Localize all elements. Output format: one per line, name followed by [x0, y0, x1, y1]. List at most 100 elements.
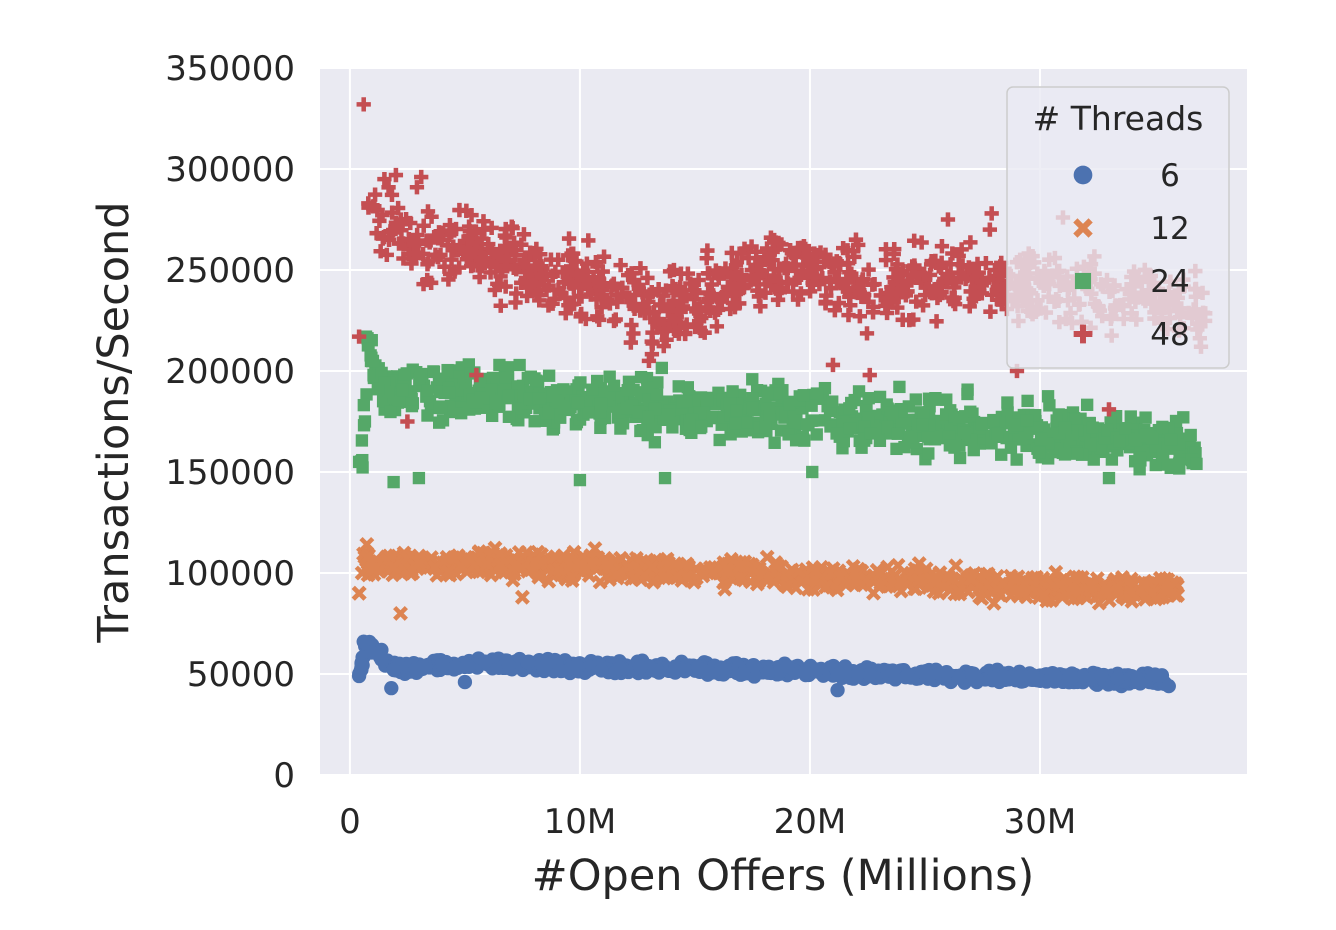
point — [520, 259, 536, 274]
point — [766, 574, 782, 590]
point — [502, 410, 516, 423]
outlier-point — [356, 97, 371, 112]
point — [421, 384, 434, 397]
point — [574, 306, 589, 322]
point — [680, 395, 693, 408]
point — [695, 568, 711, 584]
point — [583, 555, 599, 571]
point — [416, 277, 431, 292]
point — [668, 661, 683, 676]
point — [447, 659, 463, 675]
point — [558, 402, 571, 415]
point — [596, 249, 612, 264]
point — [472, 269, 487, 285]
point — [582, 406, 596, 419]
point — [966, 291, 981, 306]
point — [1156, 449, 1170, 463]
point — [460, 241, 475, 256]
point — [1139, 411, 1152, 424]
point — [564, 569, 580, 585]
outlier-point — [351, 585, 367, 601]
point — [464, 207, 479, 223]
point — [1052, 577, 1068, 593]
point — [823, 404, 837, 418]
point — [733, 569, 749, 585]
point — [647, 663, 663, 678]
point — [951, 670, 966, 685]
point — [591, 312, 607, 327]
point — [1156, 420, 1169, 434]
point — [554, 411, 567, 424]
point — [561, 231, 577, 246]
point — [637, 567, 653, 583]
outlier-point — [641, 353, 657, 369]
point — [605, 278, 620, 293]
point — [391, 236, 407, 251]
point — [989, 581, 1005, 597]
point — [382, 385, 395, 398]
outlier-point — [352, 455, 366, 469]
point — [1101, 423, 1114, 437]
point — [395, 217, 410, 232]
point — [797, 433, 810, 446]
point — [626, 326, 641, 341]
point — [736, 278, 751, 293]
point — [354, 657, 369, 672]
point — [656, 317, 672, 332]
outlier-point — [393, 605, 408, 621]
outlier-point — [377, 171, 392, 187]
point — [862, 392, 875, 405]
point — [983, 304, 998, 319]
point — [746, 658, 761, 674]
y-tick-label: 100000 — [165, 554, 295, 594]
point — [995, 448, 1008, 461]
point — [921, 429, 935, 443]
point — [929, 314, 944, 329]
point — [612, 661, 628, 676]
point — [623, 335, 638, 350]
point — [661, 408, 674, 421]
point — [384, 187, 400, 203]
point — [771, 235, 786, 251]
point — [695, 420, 708, 433]
point — [798, 664, 813, 680]
point — [435, 657, 450, 673]
point — [507, 558, 523, 574]
point — [633, 660, 648, 675]
axis-ticks: 0 50000 100000 150000 200000 250000 300000 3500… — [165, 49, 1076, 842]
point — [613, 258, 628, 273]
x-tick-label: 10M — [544, 802, 617, 842]
point — [1017, 576, 1032, 592]
point — [641, 381, 654, 394]
point — [890, 300, 905, 315]
point — [1172, 457, 1186, 470]
point — [931, 393, 944, 406]
outlier-point — [1161, 678, 1176, 694]
point — [602, 557, 618, 573]
point — [1161, 582, 1177, 597]
point — [1184, 428, 1197, 442]
point — [810, 428, 823, 441]
point — [891, 427, 904, 440]
point — [652, 298, 668, 313]
point — [1133, 451, 1146, 464]
point — [375, 231, 391, 246]
point — [1119, 422, 1132, 435]
point — [470, 396, 483, 409]
legend-marker-24 — [1074, 272, 1092, 290]
point — [398, 368, 411, 381]
point — [855, 441, 868, 454]
series-6-points — [351, 634, 1176, 698]
outlier-point — [658, 471, 672, 485]
point — [608, 312, 623, 327]
point — [439, 549, 455, 565]
point — [440, 564, 456, 580]
outlier-point — [717, 581, 733, 597]
point — [1025, 667, 1040, 683]
legend-label-24: 24 — [1150, 264, 1189, 300]
point — [408, 245, 423, 260]
point — [501, 658, 517, 673]
point — [615, 280, 630, 295]
legend-marker-12 — [1073, 218, 1093, 238]
